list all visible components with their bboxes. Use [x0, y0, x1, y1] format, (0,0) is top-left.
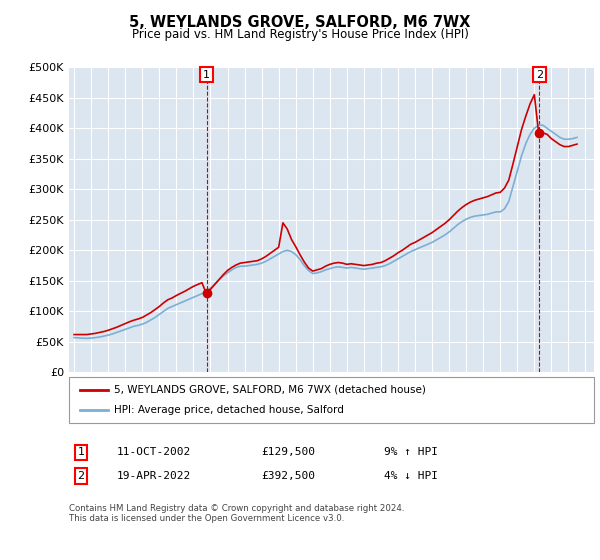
Text: Contains HM Land Registry data © Crown copyright and database right 2024.
This d: Contains HM Land Registry data © Crown c… [69, 504, 404, 524]
Text: 9% ↑ HPI: 9% ↑ HPI [384, 447, 438, 458]
Text: 5, WEYLANDS GROVE, SALFORD, M6 7WX: 5, WEYLANDS GROVE, SALFORD, M6 7WX [130, 15, 470, 30]
Text: 19-APR-2022: 19-APR-2022 [117, 471, 191, 481]
Text: 5, WEYLANDS GROVE, SALFORD, M6 7WX (detached house): 5, WEYLANDS GROVE, SALFORD, M6 7WX (deta… [114, 385, 426, 395]
Text: £392,500: £392,500 [261, 471, 315, 481]
Text: HPI: Average price, detached house, Salford: HPI: Average price, detached house, Salf… [114, 405, 344, 415]
Text: 1: 1 [77, 447, 85, 458]
Text: 11-OCT-2002: 11-OCT-2002 [117, 447, 191, 458]
Text: 2: 2 [77, 471, 85, 481]
Text: 1: 1 [203, 69, 210, 80]
Text: 4% ↓ HPI: 4% ↓ HPI [384, 471, 438, 481]
Text: £129,500: £129,500 [261, 447, 315, 458]
Text: 2: 2 [536, 69, 543, 80]
Text: Price paid vs. HM Land Registry's House Price Index (HPI): Price paid vs. HM Land Registry's House … [131, 28, 469, 41]
